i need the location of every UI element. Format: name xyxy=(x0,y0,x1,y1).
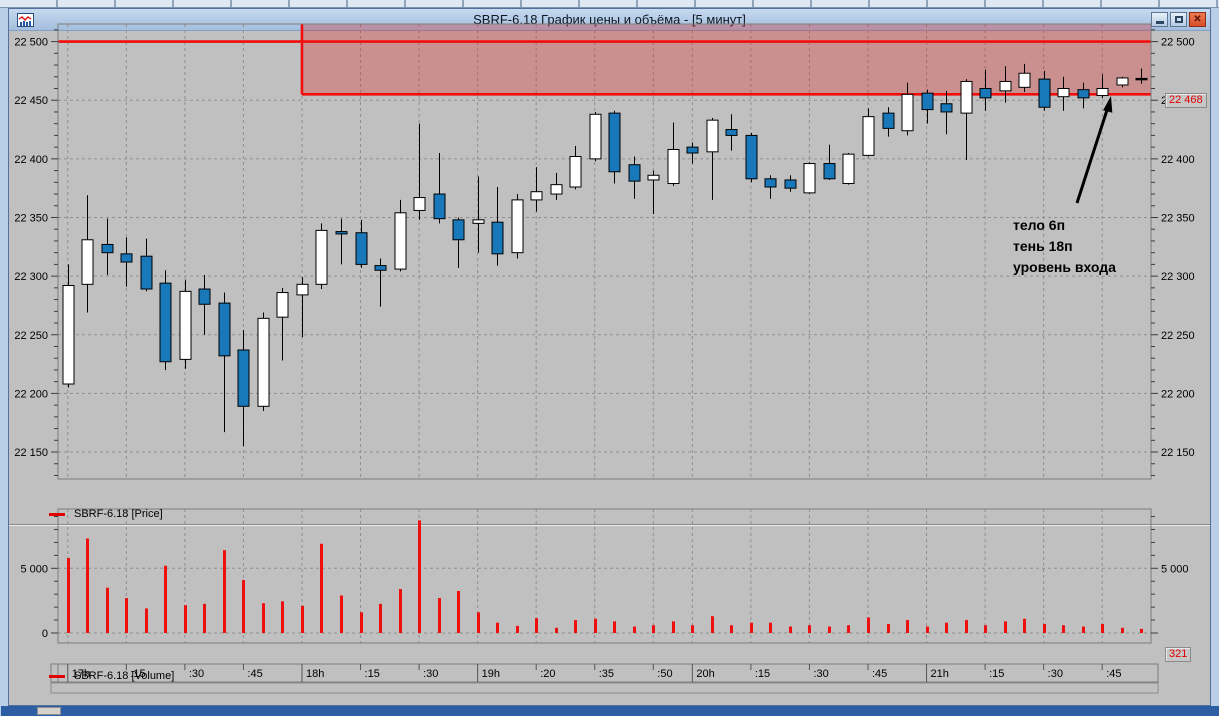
volume-legend-dash-icon xyxy=(49,674,65,678)
annotation-line-1: тело 6п xyxy=(1013,217,1066,233)
annotation-line-2: тень 18п xyxy=(1013,238,1073,254)
status-strip xyxy=(1,706,1219,716)
volume-legend-label: SBRF-6.18 [Volume] xyxy=(74,670,175,682)
titlebar[interactable]: SBRF-6.18 График цены и объёма - [5 мину… xyxy=(9,9,1210,31)
price-legend-label: SBRF-6.18 [Price] xyxy=(74,508,163,520)
last-price-marker: 22 468 xyxy=(1165,93,1207,108)
chart-body: SBRF-6.18 [Price] SBRF-6.18 [Volume] 22 … xyxy=(9,31,1210,705)
pane-divider xyxy=(9,524,1210,526)
price-legend: SBRF-6.18 [Price] xyxy=(49,508,163,520)
last-volume-marker: 321 xyxy=(1165,647,1192,662)
close-button[interactable]: ✕ xyxy=(1189,12,1206,27)
trade-annotation: тело 6п тень 18п уровень входа xyxy=(1013,215,1116,278)
parent-workspace-strip xyxy=(0,0,1219,8)
price-legend-dash-icon xyxy=(49,512,65,516)
restore-button[interactable] xyxy=(1170,12,1187,27)
annotation-line-3: уровень входа xyxy=(1013,259,1116,275)
window-title: SBRF-6.18 График цены и объёма - [5 мину… xyxy=(473,12,746,27)
volume-legend: SBRF-6.18 [Volume] xyxy=(49,670,174,682)
minimize-icon xyxy=(1155,21,1164,24)
chart-window: SBRF-6.18 График цены и объёма - [5 мину… xyxy=(1,8,1219,716)
minimize-button[interactable] xyxy=(1151,12,1168,27)
window-controls: ✕ xyxy=(1151,12,1206,27)
chart-window-icon xyxy=(17,13,34,27)
restore-icon xyxy=(1174,16,1183,23)
hscroll-grip[interactable] xyxy=(37,707,61,715)
